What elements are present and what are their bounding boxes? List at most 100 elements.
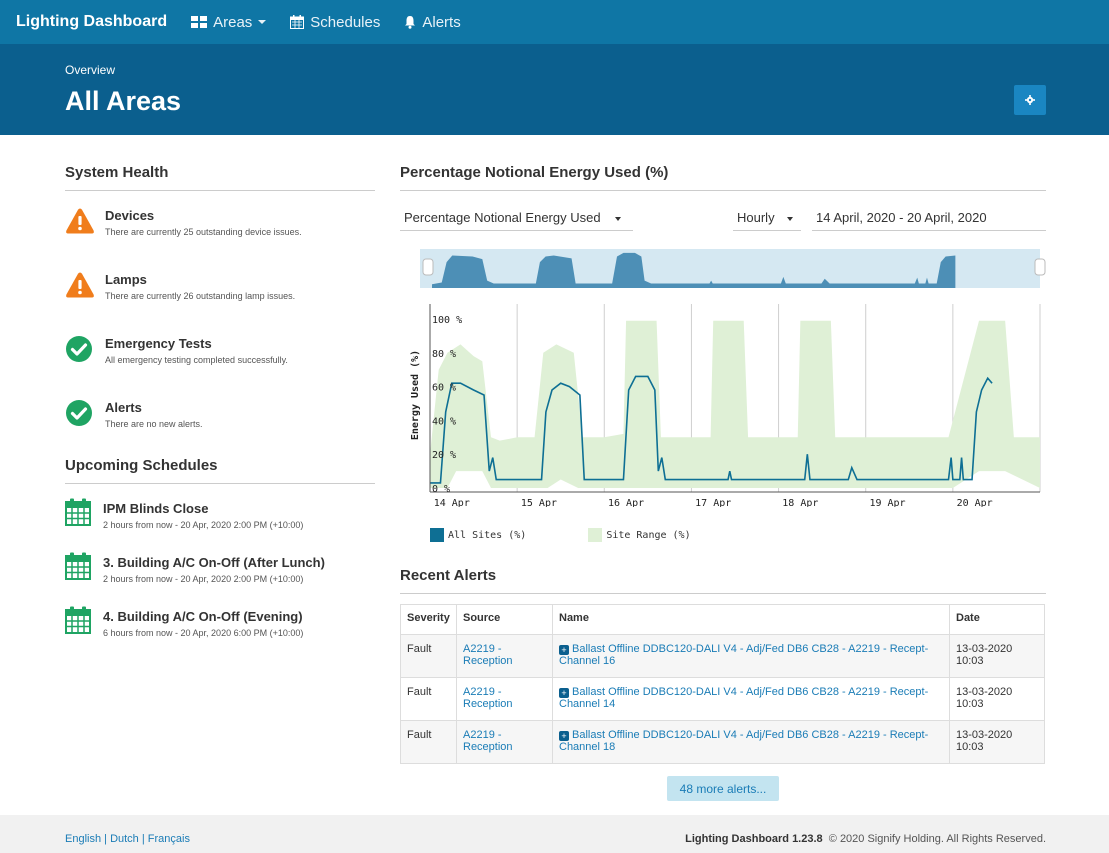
cell-source-link[interactable]: A2219 - Reception [456,634,553,678]
health-item-devices[interactable]: Devices There are currently 25 outstandi… [65,207,375,271]
y-tick-label: 80 % [432,349,456,360]
health-item-alerts[interactable]: Alerts There are no new alerts. [65,399,375,457]
column-header-severity[interactable]: Severity [400,604,457,635]
health-item-desc: There are currently 25 outstanding devic… [105,227,302,237]
breadcrumb[interactable]: Overview [65,63,116,77]
lang-link-dutch[interactable]: Dutch [110,833,139,845]
table-header-row: Severity Source Name Date [400,604,1045,635]
health-item-lamps[interactable]: Lamps There are currently 26 outstanding… [65,271,375,335]
navigator-handle-left[interactable] [422,258,434,276]
metric-select[interactable]: Percentage Notional Energy Used [400,203,633,231]
energy-chart: 0 % 20 % 40 % 60 % 80 % 100 % 14 Apr 15 Apr 16 A… [410,249,1046,507]
x-tick-label: 18 Apr [782,498,818,507]
nav-item-alerts-label: Alerts [422,13,461,31]
alert-name-link[interactable]: Ballast Offline DDBC120-DALI V4 - Adj/Fe… [559,686,929,710]
nav-item-areas-label: Areas [213,13,253,31]
recent-alerts-title: Recent Alerts [400,567,1046,594]
cell-source-link[interactable]: A2219 - Reception [456,720,553,764]
cell-name[interactable]: + Ballast Offline DDBC120-DALI V4 - Adj/F… [552,677,950,721]
column-header-date[interactable]: Date [949,604,1045,635]
chevron-down-icon [258,20,267,24]
chart-navigator[interactable] [420,249,1046,288]
interval-select[interactable]: Hourly [733,203,801,231]
cell-name[interactable]: + Ballast Offline DDBC120-DALI V4 - Adj/F… [552,634,950,678]
nav-item-schedules-label: Schedules [310,13,381,31]
legend-item-site-range[interactable]: Site Range (%) [588,528,691,542]
column-header-source[interactable]: Source [456,604,553,635]
alerts-table: Severity Source Name Date Fault A2219 - … [400,604,1045,764]
column-header-name[interactable]: Name [552,604,950,635]
series-site-range [430,320,1040,488]
chart-plot-area: 0 % 20 % 40 % 60 % 80 % 100 % 14 Apr 15 Apr 16 A… [429,304,1041,507]
warning-icon [66,208,94,234]
grid-icon [191,16,208,28]
y-tick-label: 40 % [432,416,456,427]
lang-link-french[interactable]: Français [147,833,190,845]
health-item-emergency-tests[interactable]: Emergency Tests All emergency testing co… [65,335,375,399]
x-tick-label: 19 Apr [869,498,905,507]
settings-button[interactable] [1014,85,1046,115]
plus-icon[interactable]: + [559,731,569,741]
schedule-title: 4. Building A/C On-Off (Evening) [103,609,303,624]
nav-item-areas[interactable]: Areas [191,13,267,31]
energy-chart-title: Percentage Notional Energy Used (%) [400,164,1046,191]
page-title: All Areas [65,86,182,116]
chevron-down-icon [614,216,621,221]
schedule-item[interactable]: 3. Building A/C On-Off (After Lunch) 2 h… [65,552,375,606]
right-column: Percentage Notional Energy Used (%) Perc… [400,135,1046,801]
calendar-icon [65,606,91,634]
health-item-desc: There are currently 26 outstanding lamp … [105,291,296,301]
health-item-title: Emergency Tests [105,336,212,351]
x-tick-label: 15 Apr [521,498,557,507]
y-tick-label: 0 % [432,484,450,495]
calendar-icon [65,552,91,580]
alert-name-link[interactable]: Ballast Offline DDBC120-DALI V4 - Adj/Fe… [559,729,929,753]
plus-icon[interactable]: + [559,688,569,698]
table-row: Fault A2219 - Reception + Ballast Offline… [400,720,1045,764]
navigator-handle-right[interactable] [1034,258,1046,276]
cell-name[interactable]: + Ballast Offline DDBC120-DALI V4 - Adj/F… [552,720,950,764]
system-health-title: System Health [65,164,375,191]
lang-link-english[interactable]: English [65,833,102,845]
schedule-desc: 6 hours from now - 20 Apr, 2020 6:00 PM … [103,628,304,638]
legend-label: Site Range (%) [606,530,691,541]
table-row: Fault A2219 - Reception + Ballast Offline… [400,634,1045,678]
schedule-item[interactable]: 4. Building A/C On-Off (Evening) 6 hours… [65,606,375,660]
date-range-value: 14 April, 2020 - 20 April, 2020 [816,210,987,225]
language-switcher: English | Dutch | Français [65,833,190,845]
bell-icon [405,16,416,29]
legend-item-all-sites[interactable]: All Sites (%) [430,528,526,542]
more-alerts-button[interactable]: 48 more alerts... [667,776,779,801]
alerts-table-wrap: Severity Source Name Date Fault A2219 - … [400,604,1045,764]
cell-severity: Fault [400,634,457,678]
app-brand[interactable]: Lighting Dashboard [16,13,168,30]
schedule-title: IPM Blinds Close [103,501,209,516]
legend-swatch-all-sites [430,528,444,542]
cell-date: 13-03-2020 10:03 [949,677,1045,721]
schedule-desc: 2 hours from now - 20 Apr, 2020 2:00 PM … [103,520,304,530]
y-axis-label: Energy Used (%) [410,350,421,440]
health-item-desc: There are no new alerts. [105,419,203,429]
y-tick-label: 100 % [432,315,462,326]
schedule-item[interactable]: IPM Blinds Close 2 hours from now - 20 A… [65,498,375,552]
check-circle-icon [66,400,92,426]
date-range-picker[interactable]: 14 April, 2020 - 20 April, 2020 [812,203,1046,231]
cell-date: 13-03-2020 10:03 [949,720,1045,764]
health-item-title: Alerts [105,400,142,415]
chevron-down-icon [786,216,793,221]
cell-source-link[interactable]: A2219 - Reception [456,677,553,721]
page-header: Overview All Areas [0,44,1109,135]
app-version: Lighting Dashboard 1.23.8 [685,833,823,845]
calendar-icon [290,15,305,29]
nav-item-alerts[interactable]: Alerts [404,13,461,31]
x-tick-label: 17 Apr [695,498,731,507]
cell-severity: Fault [400,677,457,721]
warning-icon [66,272,94,298]
alert-name-link[interactable]: Ballast Offline DDBC120-DALI V4 - Adj/Fe… [559,643,929,667]
plus-icon[interactable]: + [559,645,569,655]
schedule-desc: 2 hours from now - 20 Apr, 2020 2:00 PM … [103,574,304,584]
x-tick-label: 14 Apr [434,498,470,507]
nav-item-schedules[interactable]: Schedules [290,14,380,31]
cell-severity: Fault [400,720,457,764]
gear-icon [1025,95,1035,105]
